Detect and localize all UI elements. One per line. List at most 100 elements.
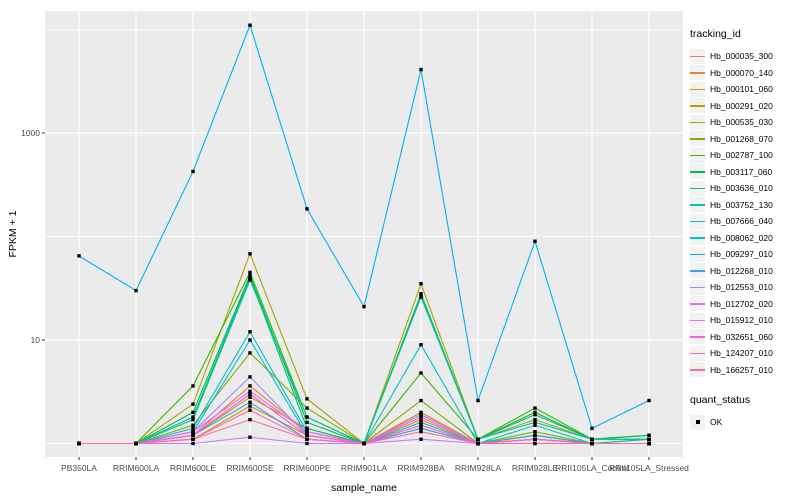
ok-point-icon: [690, 414, 705, 430]
data-point: [533, 412, 537, 417]
legend-item-label: Hb_124207_010: [710, 348, 773, 359]
data-point: [647, 437, 651, 441]
data-point: [248, 278, 252, 282]
data-point: [134, 441, 138, 446]
legend-item-Hb_003752_130: Hb_003752_130: [690, 197, 798, 214]
series-color-swatch: [690, 345, 705, 361]
data-point: [191, 426, 195, 431]
legend-item-label: Hb_012553_010: [710, 282, 773, 293]
data-point: [533, 417, 537, 422]
data-point: [533, 430, 537, 434]
data-point: [362, 441, 366, 446]
data-point: [419, 420, 423, 425]
data-point: [647, 433, 651, 438]
data-point: [647, 441, 651, 446]
data-point: [305, 420, 309, 425]
data-point: [419, 417, 423, 422]
legend-item-label: Hb_000101_060: [710, 84, 773, 95]
data-point: [77, 254, 81, 258]
legend-item-Hb_002787_100: Hb_002787_100: [690, 147, 798, 164]
data-point: [362, 304, 366, 309]
legend-item-Hb_032651_060: Hb_032651_060: [690, 329, 798, 346]
data-point: [305, 397, 309, 401]
x-tick-label: RRII105LA_Stressed: [609, 463, 689, 473]
legend-item-label: Hb_166257_010: [710, 364, 773, 375]
data-point: [305, 426, 309, 431]
x-tick-label: RRIM600SE: [226, 463, 274, 473]
x-tick-label: RRIM600PE: [283, 463, 331, 473]
data-point: [476, 398, 480, 403]
series-color-swatch: [690, 263, 705, 279]
data-point: [533, 441, 537, 446]
data-point: [305, 437, 309, 441]
legend-item-Hb_012702_020: Hb_012702_020: [690, 296, 798, 313]
data-point: [191, 415, 195, 419]
legend-item-label: Hb_032651_060: [710, 331, 773, 342]
data-point: [533, 420, 537, 425]
data-point: [533, 239, 537, 243]
data-point: [305, 415, 309, 419]
data-point: [191, 410, 195, 415]
data-point: [248, 252, 252, 256]
data-point: [533, 406, 537, 410]
data-point: [419, 415, 423, 419]
legend-item-label: Hb_007666_040: [710, 216, 773, 227]
legend-item-label: Hb_001268_070: [710, 133, 773, 144]
x-tick-label: RRIM928LA: [455, 463, 502, 473]
data-point: [248, 384, 252, 388]
series-color-swatch: [690, 197, 705, 213]
legend-item-Hb_000070_140: Hb_000070_140: [690, 65, 798, 82]
data-point: [419, 423, 423, 427]
data-point: [476, 437, 480, 441]
legend-item-label: Hb_000535_030: [710, 117, 773, 128]
data-point: [419, 410, 423, 415]
data-point: [191, 417, 195, 422]
legend-item-label: Hb_000035_300: [710, 51, 773, 62]
data-point: [533, 433, 537, 438]
data-point: [77, 441, 81, 446]
legend-item-label: Hb_003752_130: [710, 199, 773, 210]
legend-item-Hb_009297_010: Hb_009297_010: [690, 246, 798, 263]
series-color-swatch: [690, 296, 705, 312]
legend-item-label: Hb_000070_140: [710, 67, 773, 78]
legend-item-Hb_166257_010: Hb_166257_010: [690, 362, 798, 379]
series-color-swatch: [690, 362, 705, 378]
data-point: [191, 402, 195, 406]
legend-item-label: OK: [710, 417, 723, 428]
series-color-swatch: [690, 230, 705, 246]
data-point: [134, 288, 138, 293]
data-point: [305, 441, 309, 446]
data-point: [248, 375, 252, 379]
data-point: [647, 398, 651, 403]
legend-item-Hb_124207_010: Hb_124207_010: [690, 345, 798, 362]
data-point: [590, 437, 594, 441]
legend-item-Hb_000535_030: Hb_000535_030: [690, 114, 798, 131]
legend-item-label: Hb_015912_010: [710, 315, 773, 326]
legend-item-Hb_008062_020: Hb_008062_020: [690, 230, 798, 247]
legend-item-Hb_015912_010: Hb_015912_010: [690, 312, 798, 329]
legend: tracking_id Hb_000035_300 Hb_000070_140 Hb…: [690, 28, 798, 431]
x-tick-label: RRIM901LA: [341, 463, 388, 473]
data-point: [191, 423, 195, 427]
data-point: [248, 435, 252, 439]
legend-item-label: Hb_003636_010: [710, 183, 773, 194]
data-point: [248, 404, 252, 408]
series-color-swatch: [690, 246, 705, 262]
data-point: [248, 408, 252, 412]
x-tick-label: RRIM928LE: [512, 463, 559, 473]
data-point: [590, 426, 594, 431]
data-point: [191, 169, 195, 174]
data-point: [305, 430, 309, 434]
data-point: [419, 371, 423, 375]
series-color-swatch: [690, 329, 705, 345]
legend-item-Hb_012268_010: Hb_012268_010: [690, 263, 798, 280]
data-point: [248, 23, 252, 27]
legend-items-list: Hb_000035_300 Hb_000070_140 Hb_000101_060 H…: [690, 48, 798, 378]
series-color-swatch: [690, 114, 705, 130]
data-point: [419, 343, 423, 347]
data-point: [248, 273, 252, 278]
legend-item-Hb_000101_060: Hb_000101_060: [690, 81, 798, 98]
y-tick-label: 1000: [21, 128, 40, 138]
data-point: [419, 295, 423, 299]
